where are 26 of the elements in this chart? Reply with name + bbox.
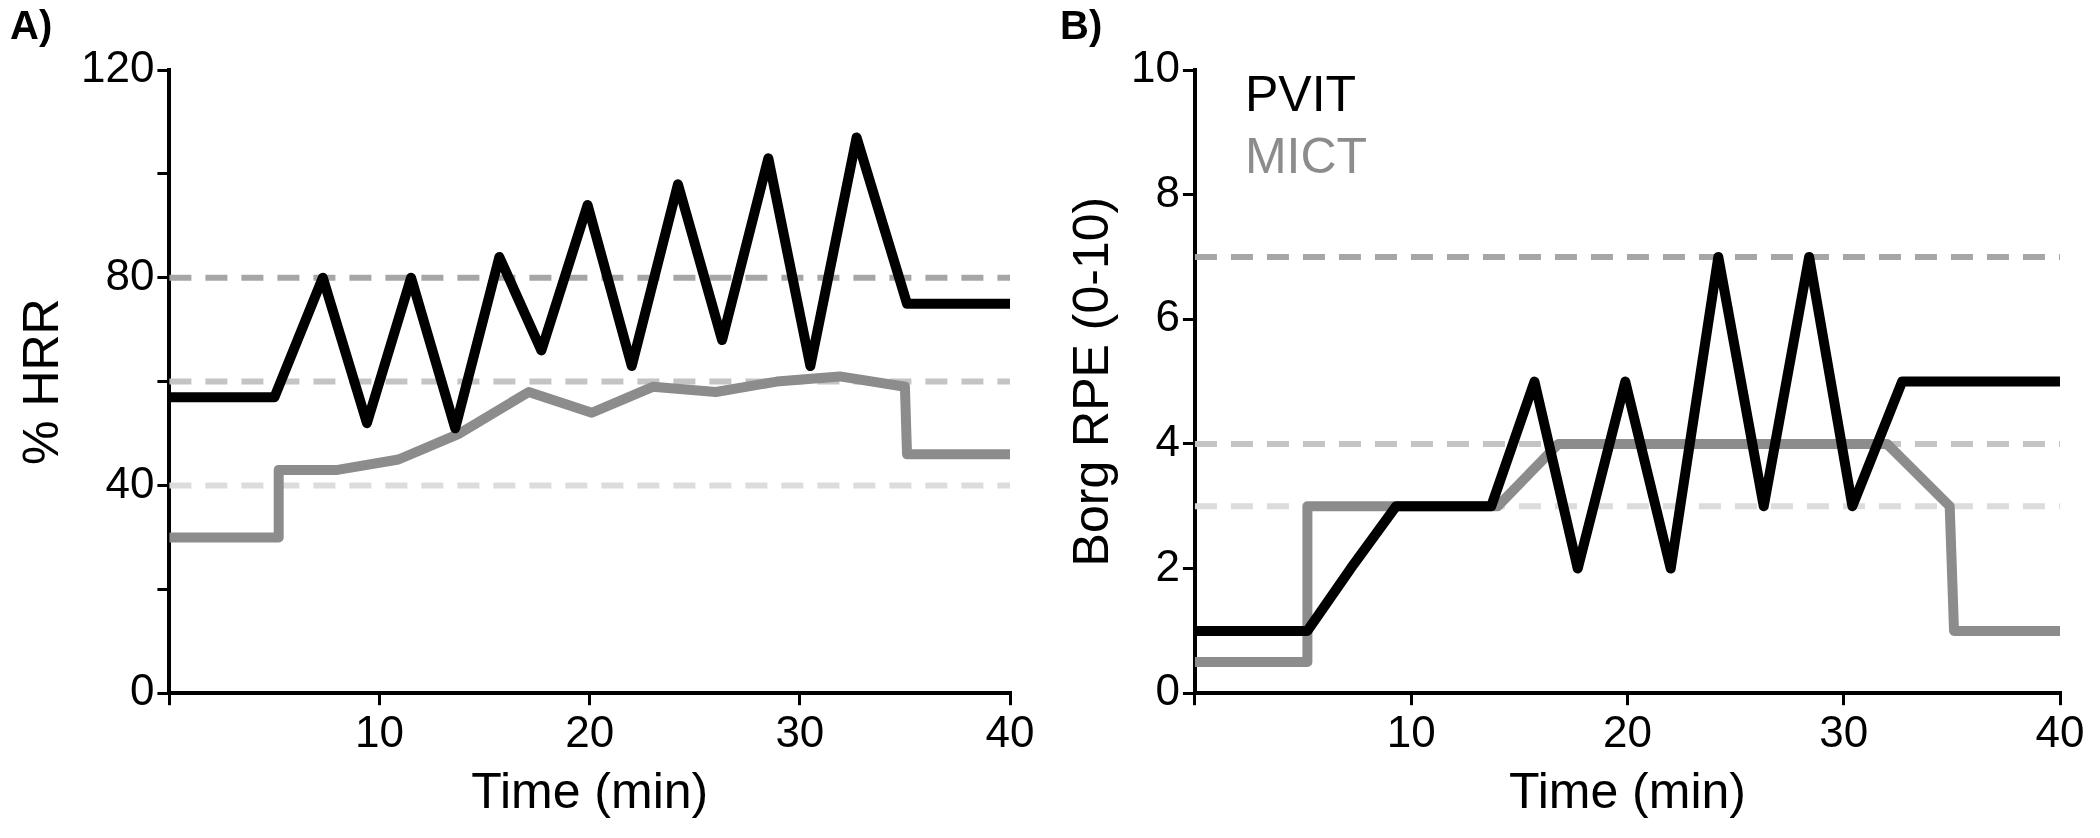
chart-title: B): [1060, 3, 1103, 48]
y-tick-label: 0: [129, 665, 155, 715]
x-tick-label: 40: [985, 706, 1035, 756]
x-tick-label: 40: [2035, 706, 2085, 756]
y-tick-label: 0: [1155, 665, 1180, 715]
y-tick-label: 4: [1155, 416, 1180, 466]
y-tick-label: 8: [1155, 166, 1180, 216]
y-tick-label: 6: [1155, 291, 1180, 341]
text: PVIT: [1244, 65, 1357, 122]
x-tick-label: 30: [775, 706, 825, 756]
y-axis-title: Borg RPE (0-10): [1062, 196, 1119, 567]
x-axis-title: Time (min): [1508, 762, 1746, 819]
x-axis-title: Time (min): [471, 762, 709, 819]
x-tick-label: 20: [1602, 706, 1652, 756]
y-axis-title: % HRR: [12, 298, 69, 465]
y-tick-label: 80: [105, 249, 155, 299]
y-tick-label: 120: [80, 42, 155, 92]
chart-title: A): [10, 3, 53, 48]
y-tick-label: 40: [105, 457, 155, 507]
text: MICT: [1244, 127, 1368, 184]
x-tick-label: 20: [565, 706, 615, 756]
y-tick-label: 2: [1155, 540, 1180, 590]
y-tick-label: 10: [1130, 42, 1180, 92]
x-tick-label: 10: [355, 706, 405, 756]
x-tick-label: 30: [1819, 706, 1869, 756]
x-tick-label: 10: [1386, 706, 1436, 756]
